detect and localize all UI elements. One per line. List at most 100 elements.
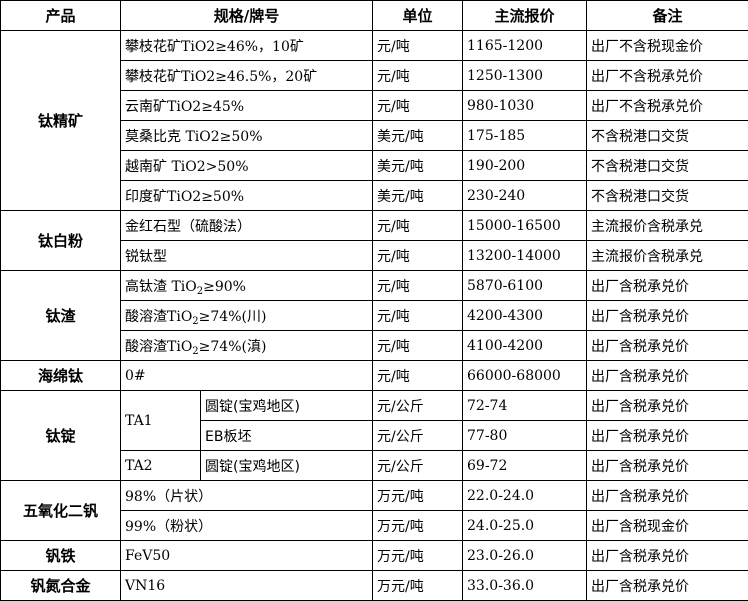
note-cell: 出厂含税现金价 <box>586 510 748 541</box>
spec-subscript: 2 <box>192 315 199 327</box>
table-row: 锐钛型 元/吨 13200-14000 主流报价含税承兑 <box>1 240 748 271</box>
unit-cell: 元/吨 <box>372 360 464 391</box>
unit-cell: 元/吨 <box>372 240 464 271</box>
spec-cell: 攀枝花矿TiO2≥46.5%，20矿 <box>119 60 374 91</box>
note-cell: 出厂含税承兑价 <box>586 390 748 421</box>
price-cell: 13200-14000 <box>462 240 588 271</box>
spec-cell: 酸溶渣TiO2≥74%(川) <box>119 300 374 331</box>
spec-text: 99%（粉状） <box>125 518 213 535</box>
spec-text: 锐钛型 <box>125 248 167 265</box>
spec-text: 云南矿TiO2≥45% <box>125 98 245 115</box>
price-cell: 66000-68000 <box>462 360 588 391</box>
spec-cell: 锐钛型 <box>119 240 374 271</box>
product-cell: 钛渣 <box>0 270 121 361</box>
note-cell: 出厂不含税现金价 <box>586 30 748 61</box>
product-cell: 钒铁 <box>0 540 121 571</box>
unit-cell: 元/吨 <box>372 30 464 61</box>
unit-cell: 万元/吨 <box>372 510 464 541</box>
note-cell: 出厂含税承兑价 <box>586 450 748 481</box>
table-body: 钛精矿 攀枝花矿TiO2≥46%，10矿 元/吨 1165-1200 出厂不含税现金价攀… <box>0 30 748 601</box>
unit-cell: 万元/吨 <box>372 480 464 511</box>
spec-text: 攀枝花矿TiO2≥46%，10矿 <box>125 38 304 55</box>
table-row: 印度矿TiO2≥50% 美元/吨 230-240 不含税港口交货 <box>1 180 748 211</box>
table-row: 钛渣 高钛渣 TiO2≥90% 元/吨 5870-6100 出厂含税承兑价 <box>0 270 748 361</box>
note-cell: 主流报价含税承兑 <box>586 210 748 241</box>
unit-cell: 美元/吨 <box>372 150 464 181</box>
spec-text: 莫桑比克 TiO2≥50% <box>125 128 263 145</box>
note-cell: 出厂含税承兑价 <box>586 330 748 361</box>
table-row: EB板坯 元/公斤 77-80 出厂含税承兑价 <box>1 420 748 451</box>
spec-cell: 攀枝花矿TiO2≥46%，10矿 <box>119 30 374 61</box>
note-cell: 出厂含税承兑价 <box>586 480 748 511</box>
spec-suffix: ≥74%(滇) <box>198 338 267 355</box>
spec-text: FeV50 <box>125 547 171 564</box>
product-cell: 钛锭 <box>0 390 121 481</box>
unit-cell: 元/公斤 <box>372 390 464 421</box>
header-row: 产品 规格/牌号 单位 主流报价 备注 <box>0 0 748 31</box>
price-cell: 15000-16500 <box>462 210 588 241</box>
note-cell: 不含税港口交货 <box>586 120 748 151</box>
spec-cell: VN16 <box>119 570 374 601</box>
table-row: 钒铁 FeV50 万元/吨 23.0-26.0 出厂含税承兑价 <box>0 540 748 571</box>
table-row: 攀枝花矿TiO2≥46.5%，20矿 元/吨 1250-1300 出厂不含税承兑价 <box>1 60 748 91</box>
product-cell: 钛精矿 <box>0 30 121 211</box>
unit-cell: 元/公斤 <box>372 420 464 451</box>
spec-text: VN16 <box>125 577 166 594</box>
unit-cell: 元/吨 <box>372 60 464 91</box>
table-row: 酸溶渣TiO2≥74%(川) 元/吨 4200-4300 出厂含税承兑价 <box>1 300 748 331</box>
table-row: 钒氮合金 VN16 万元/吨 33.0-36.0 出厂含税承兑价 <box>0 570 748 601</box>
note-cell: 不含税港口交货 <box>586 180 748 211</box>
note-cell: 出厂含税承兑价 <box>586 360 748 391</box>
note-cell: 出厂不含税承兑价 <box>586 90 748 121</box>
note-cell: 主流报价含税承兑 <box>586 240 748 271</box>
table-row: 酸溶渣TiO2≥74%(滇) 元/吨 4100-4200 出厂含税承兑价 <box>1 330 748 361</box>
unit-cell: 元/公斤 <box>372 450 464 481</box>
spec-cell: FeV50 <box>119 540 374 571</box>
table-row: TA2 圆锭(宝鸡地区) 元/公斤 69-72 出厂含税承兑价 <box>1 450 748 481</box>
spec-text: 攀枝花矿TiO2≥46.5%，20矿 <box>125 68 318 85</box>
price-cell: 69-72 <box>462 450 588 481</box>
spec-text: 越南矿 TiO2>50% <box>125 158 249 175</box>
spec-suffix: ≥74%(川) <box>198 308 267 325</box>
spec-cell: 云南矿TiO2≥45% <box>119 90 374 121</box>
unit-cell: 美元/吨 <box>372 180 464 211</box>
unit-cell: 元/吨 <box>372 330 464 361</box>
spec-cell: 金红石型（硫酸法） <box>119 210 374 241</box>
spec-text: 金红石型（硫酸法） <box>125 218 251 235</box>
spec-suffix: ≥90% <box>203 278 246 295</box>
header-price: 主流报价 <box>462 0 588 31</box>
note-cell: 出厂含税承兑价 <box>586 300 748 331</box>
spec-text: 0# <box>125 367 146 384</box>
table-row: 海绵钛 0# 元/吨 66000-68000 出厂含税承兑价 <box>0 360 748 391</box>
spec-cell: 0# <box>119 360 374 391</box>
unit-cell: 元/吨 <box>372 210 464 241</box>
table-row: 钛精矿 攀枝花矿TiO2≥46%，10矿 元/吨 1165-1200 出厂不含税现金价 <box>0 30 748 211</box>
spec-cell: 98%（片状） <box>119 480 374 511</box>
note-cell: 出厂含税承兑价 <box>586 570 748 601</box>
note-cell: 出厂含税承兑价 <box>586 420 748 451</box>
price-cell: 980-1030 <box>462 90 588 121</box>
note-cell: 出厂含税承兑价 <box>586 540 748 571</box>
table-row: 五氧化二钒 98%（片状） 万元/吨 22.0-24.0 出厂含税承兑价 <box>0 480 748 541</box>
note-cell: 出厂含税承兑价 <box>586 270 748 301</box>
header-spec: 规格/牌号 <box>119 0 374 31</box>
table-row: 越南矿 TiO2>50% 美元/吨 190-200 不含税港口交货 <box>1 150 748 181</box>
table-row: 钛白粉 金红石型（硫酸法） 元/吨 15000-16500 主流报价含税承兑 <box>0 210 748 271</box>
header-product: 产品 <box>0 0 121 31</box>
price-cell: 1165-1200 <box>462 30 588 61</box>
product-cell: 五氧化二钒 <box>0 480 121 541</box>
header-note: 备注 <box>586 0 748 31</box>
table-row: 钛锭 TA1 圆锭(宝鸡地区) 元/公斤 72-74 出厂含税承兑价 <box>0 390 748 481</box>
spec-text: 酸溶渣TiO <box>125 308 193 325</box>
spec-cell: 印度矿TiO2≥50% <box>119 180 374 211</box>
grade-cell: TA2 <box>120 450 201 481</box>
product-cell: 钛白粉 <box>0 210 121 271</box>
note-cell: 出厂不含税承兑价 <box>586 60 748 91</box>
table-row: 莫桑比克 TiO2≥50% 美元/吨 175-185 不含税港口交货 <box>1 120 748 151</box>
spec-text: 高钛渣 TiO <box>125 278 197 295</box>
spec-subscript: 2 <box>196 285 204 297</box>
spec-text: 98%（片状） <box>125 488 213 505</box>
unit-cell: 美元/吨 <box>372 120 464 151</box>
price-cell: 72-74 <box>462 390 588 421</box>
spec-cell: 99%（粉状） <box>119 510 374 541</box>
